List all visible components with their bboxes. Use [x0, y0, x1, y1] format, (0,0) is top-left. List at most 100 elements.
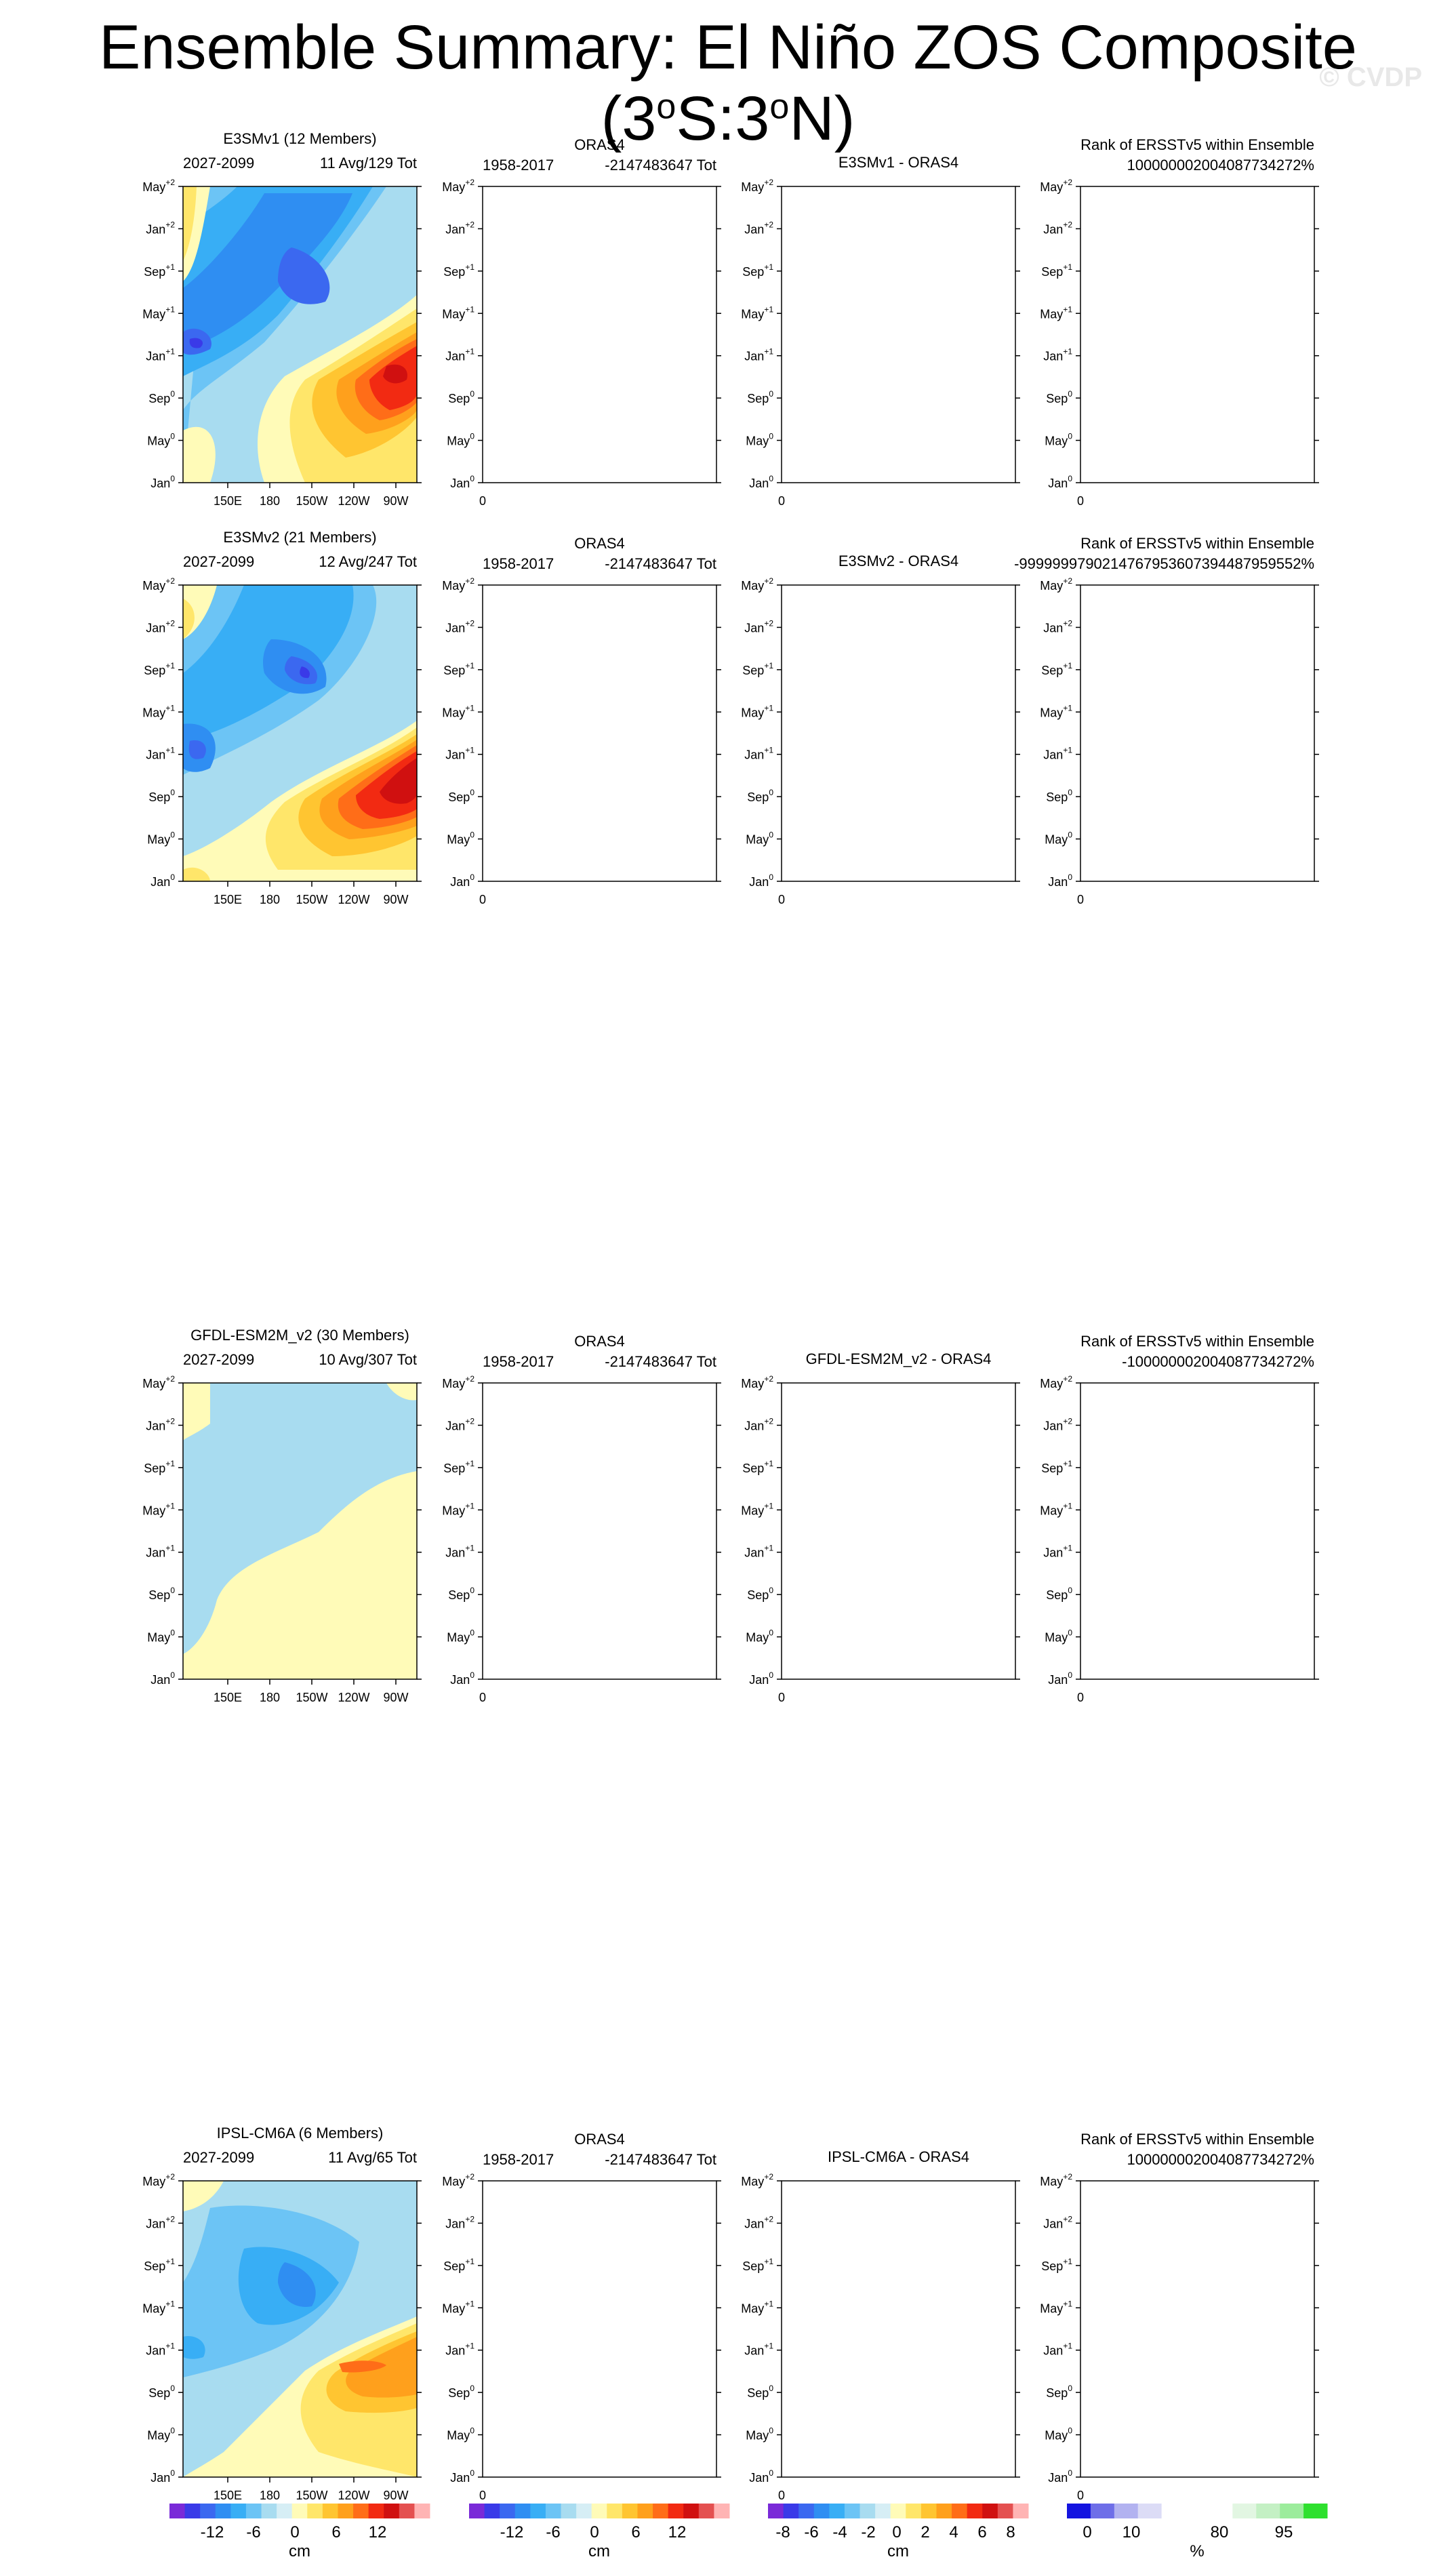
y-tick-label: Sep0	[1046, 389, 1072, 405]
panel-model-3: GFDL-ESM2M_v2 (30 Members) 2027-2099 10 Av…	[142, 1327, 422, 1704]
y-tick-label: Jan0	[749, 474, 773, 490]
colorbar-swatch	[384, 2504, 400, 2518]
x-tick-label: 150E	[214, 2489, 242, 2502]
y-tick-label: May+1	[442, 304, 474, 321]
colorbar-swatch	[561, 2504, 577, 2518]
y-tick-label: Jan+1	[146, 746, 175, 762]
y-tick-label: Jan0	[150, 1670, 175, 1687]
y-tick-label: Jan+2	[1043, 2214, 1072, 2230]
y-tick-label: Jan+2	[146, 1416, 175, 1432]
colorbar-swatch	[230, 2504, 247, 2518]
colorbar-swatch	[1232, 2504, 1257, 2518]
panel-model-1: E3SMv1 (12 Members) 2027-2099 11 Avg/129 T…	[142, 130, 422, 508]
colorbar-swatch	[1013, 2504, 1029, 2518]
y-tick-label: Sep+1	[443, 262, 474, 279]
plot-frame	[482, 2180, 717, 2478]
y-tick-label: Jan+2	[1043, 220, 1072, 236]
colorbar-1: -12 -6 0 6 12 cm	[169, 2504, 430, 2560]
colorbar-label: 95	[1275, 2523, 1293, 2541]
y-tick-label: Sep0	[448, 389, 474, 405]
panel-obs-4: ORAS4 1958-2017 -2147483647 Tot Jan0 May0 Sep…	[442, 2131, 721, 2502]
model-average: 12 Avg/247 Tot	[319, 553, 417, 570]
y-tick-label: May0	[447, 2426, 474, 2443]
y-tick-label: Jan0	[1048, 2468, 1072, 2485]
rank-title: Rank of ERSSTv5 within Ensemble	[1080, 1333, 1314, 1350]
y-tick-label: Sep+1	[443, 2257, 474, 2273]
colorbar-label: -6	[246, 2523, 260, 2541]
colorbar-label: -8	[775, 2523, 790, 2541]
y-tick-label: Sep0	[148, 2384, 175, 2400]
obs-title: ORAS4	[574, 1333, 625, 1350]
colorbar-swatch	[698, 2504, 714, 2518]
y-tick-label: Sep+1	[1041, 2257, 1072, 2273]
y-tick-label: May0	[746, 432, 773, 448]
y-tick-label: Jan+1	[744, 1544, 773, 1560]
y-tick-label: May0	[746, 2426, 773, 2443]
plot-frame	[1080, 2180, 1315, 2478]
y-tick-label: May+1	[1040, 2299, 1072, 2315]
y-tick-label: May+2	[442, 576, 474, 592]
difference-title: IPSL-CM6A - ORAS4	[828, 2148, 969, 2165]
y-tick-label: May+2	[142, 2172, 175, 2188]
y-tick-label: Jan+1	[744, 746, 773, 762]
y-tick-label: Sep+1	[742, 1459, 773, 1475]
x-tick-label: 150W	[296, 494, 327, 508]
contour-region	[339, 2360, 386, 2373]
y-tick-label: Jan+2	[445, 220, 474, 236]
y-tick-label: Sep0	[747, 788, 773, 804]
y-tick-label: Sep+1	[1041, 1459, 1072, 1475]
y-tick-label: Jan+2	[445, 618, 474, 635]
y-tick-label: Sep0	[1046, 1586, 1072, 1602]
y-tick-label: May+1	[741, 304, 773, 321]
panel-diff-2: E3SMv2 - ORAS4 Jan0 May0 Sep0 Jan+1 May+1 Sep+…	[741, 552, 1020, 906]
obs-total: -2147483647 Tot	[605, 1353, 716, 1370]
colorbar-swatch	[338, 2504, 354, 2518]
plot-frame	[482, 1382, 717, 1680]
colorbar-unit: cm	[887, 2542, 909, 2560]
colorbar-swatch	[952, 2504, 968, 2518]
colorbar-swatch	[414, 2504, 430, 2518]
colorbar-4: 0 10 80 95%	[1067, 2504, 1328, 2560]
y-tick-label: May+1	[741, 1501, 773, 1517]
model-average: 11 Avg/65 Tot	[328, 2149, 417, 2166]
y-tick-label: Jan0	[1048, 872, 1072, 889]
colorbar-swatch	[906, 2504, 922, 2518]
y-tick-label: May+2	[442, 178, 474, 194]
y-tick-label: Jan+1	[445, 347, 474, 363]
plot-frame	[182, 1382, 418, 1680]
y-tick-label: Jan+2	[146, 220, 175, 236]
colorbar-swatch	[683, 2504, 700, 2518]
x-tick-label: 0	[1077, 1691, 1084, 1704]
y-tick-label: May+2	[1040, 178, 1072, 194]
colorbar-swatch	[1256, 2504, 1280, 2518]
x-tick-label: 0	[1077, 2489, 1084, 2502]
panel-model-4: IPSL-CM6A (6 Members) 2027-2099 11 Avg/65 …	[142, 2125, 422, 2502]
x-tick-label: 180	[260, 2489, 280, 2502]
title-degree: o	[769, 87, 790, 127]
y-tick-label: Jan+1	[146, 1544, 175, 1560]
y-tick-label: May+1	[1040, 1501, 1072, 1517]
colorbar-swatch	[1090, 2504, 1115, 2518]
contour-region	[183, 193, 352, 349]
plot-frame	[1080, 584, 1315, 882]
colorbar-swatch	[1209, 2504, 1233, 2518]
x-tick-label: 150E	[214, 1691, 242, 1704]
y-tick-label: Jan+2	[744, 1416, 773, 1432]
y-tick-label: May+2	[442, 2172, 474, 2188]
y-tick-label: May+2	[142, 178, 175, 194]
colorbar-swatch	[291, 2504, 308, 2518]
colorbar-swatch	[860, 2504, 876, 2518]
colorbar-swatch	[714, 2504, 730, 2518]
y-tick-label: Jan0	[450, 2468, 474, 2485]
x-tick-label: 0	[1077, 893, 1084, 906]
rank-value: -10000000200408773427​2%	[1122, 1353, 1314, 1370]
y-tick-label: Jan0	[1048, 1670, 1072, 1687]
colorbar-unit: %	[1190, 2542, 1204, 2560]
x-tick-label: 90W	[383, 494, 408, 508]
y-tick-label: Sep+1	[443, 661, 474, 677]
model-name: E3SMv2 (21 Members)	[223, 529, 376, 546]
y-tick-label: May+1	[1040, 703, 1072, 719]
y-tick-label: May+1	[142, 2299, 175, 2315]
obs-title: ORAS4	[574, 2131, 625, 2148]
